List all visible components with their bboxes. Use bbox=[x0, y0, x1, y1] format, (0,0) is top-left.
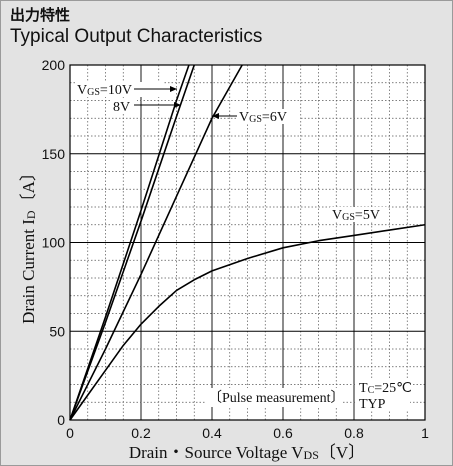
y-tick-label: 150 bbox=[42, 146, 66, 162]
tick-labels: 0 0.2 0.4 0.6 0.8 1 0 50 100 150 200 bbox=[42, 57, 429, 441]
grid bbox=[70, 65, 425, 420]
series-line-3 bbox=[69, 223, 426, 421]
label-vgs-10v: VGS=10V bbox=[75, 82, 177, 98]
y-axis-label: Drain Current ID〔A〕 bbox=[19, 164, 38, 324]
curves bbox=[69, 64, 426, 421]
svg-text:8V: 8V bbox=[113, 100, 130, 115]
svg-text:VGS=5V: VGS=5V bbox=[332, 208, 380, 223]
svg-text:TYP: TYP bbox=[359, 397, 386, 412]
annotation-pulse-measurement: 〔Pulse measurement〕 bbox=[206, 388, 344, 407]
svg-text:TC=25℃: TC=25℃ bbox=[359, 381, 412, 396]
chart-title-japanese: 出力特性 bbox=[10, 6, 71, 24]
y-tick-label: 100 bbox=[42, 235, 66, 251]
annotation-tc-typ: TC=25℃ TYP bbox=[357, 379, 412, 412]
plot-frame bbox=[69, 64, 426, 421]
y-tick-label: 200 bbox=[42, 57, 66, 73]
series-line-0 bbox=[69, 64, 190, 421]
y-tick-label: 0 bbox=[57, 412, 65, 428]
x-tick-label: 1 bbox=[421, 425, 429, 441]
x-tick-label: 0.2 bbox=[131, 425, 151, 441]
svg-text:VGS=6V: VGS=6V bbox=[239, 110, 287, 125]
chart-title: Typical Output Characteristics bbox=[10, 26, 263, 47]
label-8v: 8V bbox=[111, 99, 181, 115]
y-tick-label: 50 bbox=[49, 323, 65, 339]
label-vgs-6v: VGS=6V bbox=[212, 109, 299, 125]
svg-text:〔Pulse measurement〕: 〔Pulse measurement〕 bbox=[208, 390, 344, 406]
label-vgs-5v: VGS=5V bbox=[330, 207, 388, 223]
x-axis-label: Drain・Source Voltage VDS〔V〕 bbox=[129, 443, 365, 462]
x-tick-label: 0.6 bbox=[273, 425, 293, 441]
x-tick-label: 0 bbox=[66, 425, 74, 441]
series-line-2 bbox=[69, 64, 243, 421]
x-tick-label: 0.8 bbox=[344, 425, 364, 441]
svg-text:VGS=10V: VGS=10V bbox=[77, 83, 132, 98]
series-line-1 bbox=[69, 64, 196, 421]
x-tick-label: 0.4 bbox=[202, 425, 222, 441]
